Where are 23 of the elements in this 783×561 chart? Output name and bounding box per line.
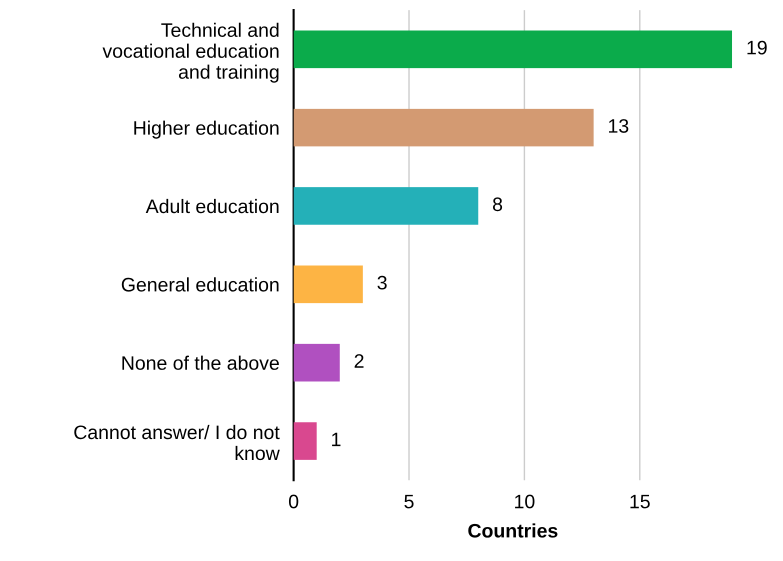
y-tick-label: Technical and vocational education and training xyxy=(102,22,278,83)
bar xyxy=(294,30,732,68)
data-label: 2 xyxy=(354,354,364,368)
bar xyxy=(294,266,363,304)
bar xyxy=(294,187,478,225)
data-label: 3 xyxy=(377,276,387,290)
x-tick-label: 10 xyxy=(515,494,534,508)
data-label: 13 xyxy=(609,119,628,133)
bar xyxy=(294,422,317,460)
x-tick-label: 15 xyxy=(630,494,650,508)
x-tick-label: 0 xyxy=(288,494,298,508)
y-tick-label: None of the above xyxy=(122,356,279,370)
x-tick-label: 5 xyxy=(404,494,414,508)
data-label: 8 xyxy=(492,197,502,212)
x-axis-title: Countries xyxy=(468,523,558,538)
bar xyxy=(294,108,594,146)
y-tick-label: General education xyxy=(122,277,278,292)
data-label: 19 xyxy=(747,40,767,54)
y-tick-label: Cannot answer/ I do not know xyxy=(74,424,280,460)
bar xyxy=(294,344,340,382)
data-label: 1 xyxy=(332,432,340,446)
y-tick-label: Higher education xyxy=(134,120,278,139)
y-tick-label: Adult education xyxy=(146,198,278,214)
